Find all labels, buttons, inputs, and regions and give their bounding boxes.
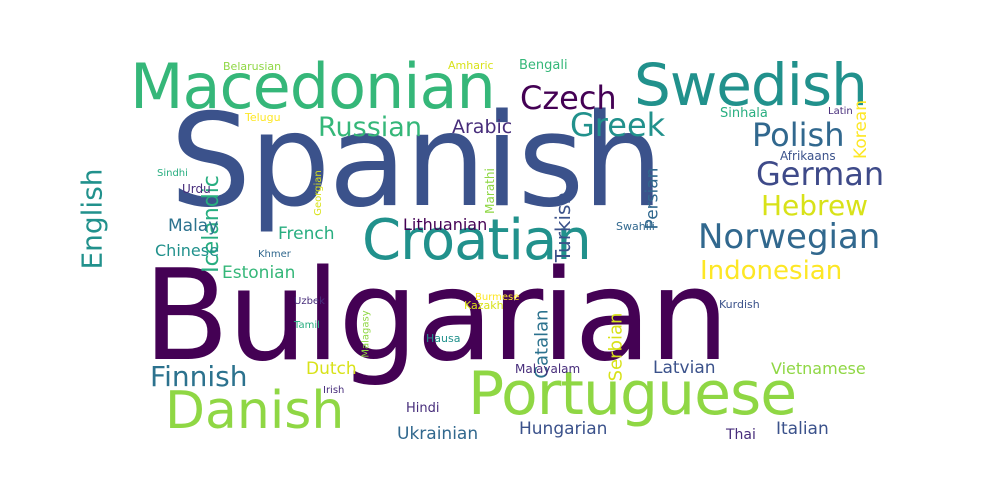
word-khmer: Khmer [258, 249, 291, 260]
word-chinese: Chinese [155, 241, 219, 260]
word-hungarian: Hungarian [519, 419, 608, 439]
word-sinhala: Sinhala [720, 106, 768, 121]
word-german: German [756, 155, 885, 193]
word-indonesian: Indonesian [700, 256, 843, 286]
word-russian: Russian [318, 112, 422, 143]
word-malayalam: Malayalam [515, 362, 581, 376]
word-turkish: Turkish [551, 191, 576, 263]
word-estonian: Estonian [222, 263, 296, 283]
word-croatian: Croatian [362, 208, 592, 273]
word-tamil: Tamil [294, 320, 320, 331]
word-latin: Latin [828, 106, 853, 117]
word-danish: Danish [165, 381, 345, 441]
word-ukrainian: Ukrainian [397, 424, 479, 444]
word-italian: Italian [776, 419, 829, 439]
word-hebrew: Hebrew [761, 189, 869, 222]
word-irish: Irish [323, 385, 345, 396]
word-burmese: Burmese [475, 292, 520, 303]
word-greek: Greek [570, 106, 666, 144]
word-latvian: Latvian [653, 358, 716, 378]
word-hausa: Hausa [426, 332, 461, 345]
word-sindhi: Sindhi [157, 168, 188, 179]
word-spanish: Spanish [170, 87, 663, 236]
word-macedonian: Macedonian [130, 50, 496, 123]
word-dutch: Dutch [306, 359, 357, 379]
word-kazakh: Kazakh [464, 299, 504, 312]
word-marathi: Marathi [482, 168, 497, 214]
word-korean: Korean [850, 100, 871, 159]
word-arabic: Arabic [452, 116, 513, 138]
word-malagasy: Malagasy [360, 309, 372, 358]
word-afrikaans: Afrikaans [780, 149, 836, 163]
word-uzbek: Uzbek [294, 296, 325, 307]
word-norwegian: Norwegian [698, 217, 881, 257]
word-belarusian: Belarusian [223, 60, 282, 73]
word-french: French [278, 224, 335, 244]
word-hindi: Hindi [406, 401, 440, 416]
word-polish: Polish [752, 116, 845, 154]
word-amharic: Amharic [448, 59, 494, 72]
word-thai: Thai [726, 427, 756, 443]
word-bengali: Bengali [519, 58, 568, 73]
word-finnish: Finnish [150, 360, 248, 393]
word-malay: Malay [168, 216, 219, 236]
word-georgian: Georgian [312, 170, 324, 216]
word-portuguese: Portuguese [468, 359, 797, 429]
word-lithuanian: Lithuanian [403, 215, 488, 234]
word-kurdish: Kurdish [719, 298, 760, 311]
word-swedish: Swedish [634, 51, 868, 119]
word-bulgarian: Bulgarian [143, 242, 729, 389]
word-urdu: Urdu [182, 182, 211, 196]
word-telugu: Telugu [245, 111, 281, 124]
word-english: English [75, 167, 109, 270]
word-czech: Czech [520, 79, 617, 117]
word-vietnamese: Vietnamese [771, 359, 866, 378]
word-serbian: Serbian [604, 312, 626, 381]
word-swahili: Swahili [616, 220, 655, 233]
